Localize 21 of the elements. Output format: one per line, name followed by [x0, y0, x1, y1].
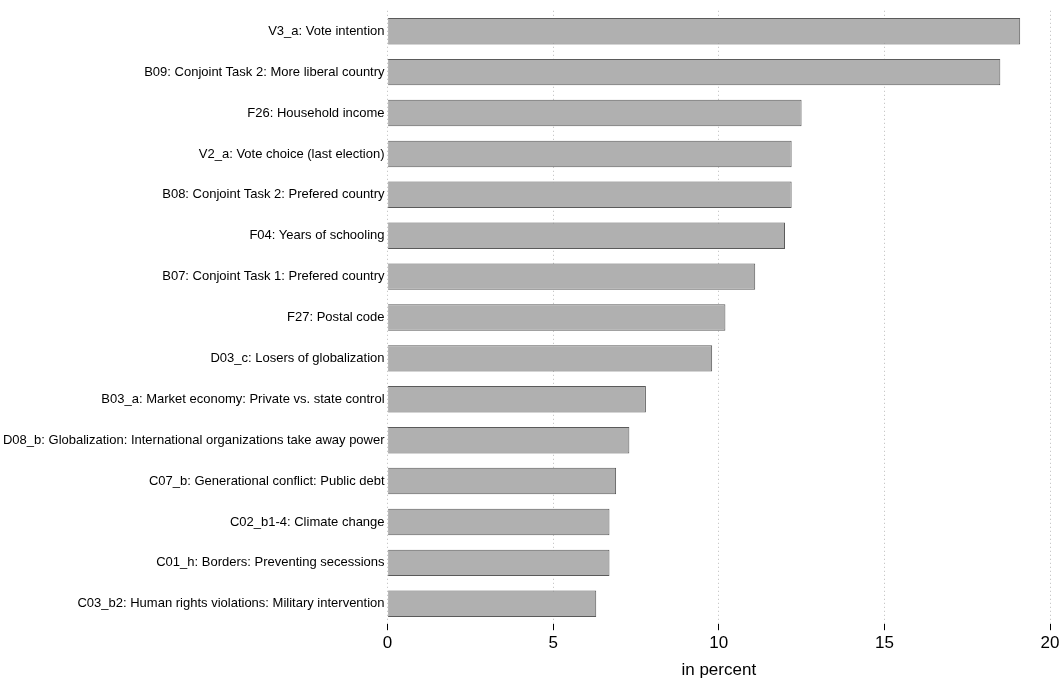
y-tick-label: B07: Conjoint Task 1: Prefered country: [162, 268, 386, 284]
y-tick-label: V3_a: Vote intention: [268, 22, 385, 38]
y-tick-label: D08_b: Globalization: International organizations take away power: [2, 431, 386, 447]
x-tick-label: 20: [1040, 633, 1060, 653]
x-tick-label: 10: [709, 633, 729, 653]
y-tick-label: B09: Conjoint Task 2: More liberal country: [144, 63, 386, 79]
y-tick-label: B03_a: Market economy: Private vs. state control: [101, 390, 385, 406]
x-tick-label: 15: [874, 633, 894, 653]
y-tick-label: C07_b: Generational conflict: Public debt: [148, 472, 385, 488]
x-tick-label: 0: [382, 633, 393, 653]
y-tick-label: B08: Conjoint Task 2: Prefered country: [162, 186, 386, 202]
y-tick-label: D03_c: Losers of globalization: [210, 349, 385, 365]
x-axis-title: in percent: [681, 660, 757, 680]
y-tick-label: F27: Postal code: [287, 309, 385, 325]
y-tick-label: C02_b1-4: Climate change: [229, 513, 385, 529]
y-tick-label: C01_h: Borders: Preventing secessions: [156, 554, 386, 570]
y-tick-label: V2_a: Vote choice (last election): [198, 145, 385, 161]
y-tick-label: F26: Household income: [247, 104, 385, 120]
x-tick-label: 5: [548, 633, 558, 653]
y-tick-label: F04: Years of schooling: [249, 227, 385, 243]
y-tick-label: C03_b2: Human rights violations: Military intervention: [77, 595, 385, 611]
